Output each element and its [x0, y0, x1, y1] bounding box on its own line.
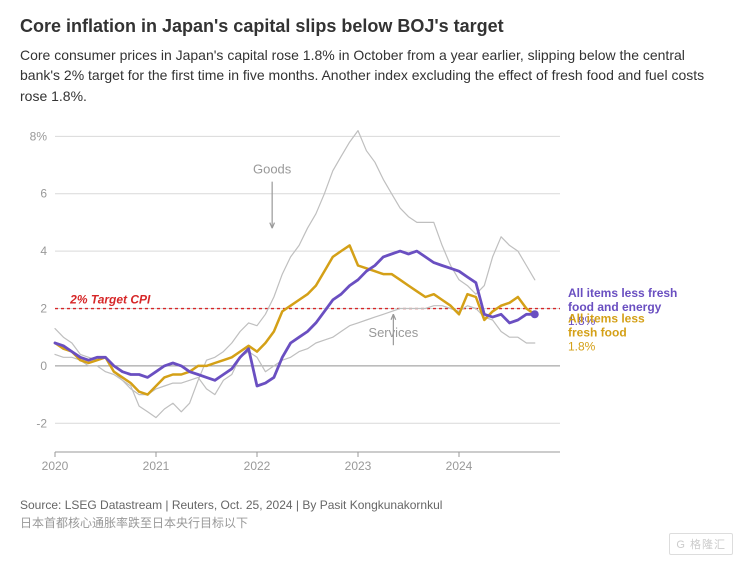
svg-text:8%: 8% [30, 129, 48, 143]
svg-text:Services: Services [368, 325, 418, 340]
line-chart: -2 0 2 4 6 8% 2020 2021 2022 2023 2024 2% Target CP… [20, 112, 720, 492]
svg-text:All items less: All items less [568, 311, 645, 325]
svg-text:2022: 2022 [244, 459, 271, 473]
svg-text:2: 2 [40, 301, 47, 315]
svg-text:All items less fresh: All items less fresh [568, 286, 677, 300]
svg-text:2024: 2024 [446, 459, 473, 473]
svg-text:fresh food: fresh food [568, 325, 627, 339]
svg-text:2020: 2020 [42, 459, 69, 473]
chart-title: Core inflation in Japan's capital slips … [20, 16, 719, 37]
svg-text:2% Target CPI: 2% Target CPI [69, 292, 151, 306]
source-line: Source: LSEG Datastream | Reuters, Oct. … [20, 498, 719, 512]
chart-subtitle: Core consumer prices in Japan's capital … [20, 45, 719, 106]
svg-text:2021: 2021 [143, 459, 170, 473]
svg-text:-2: -2 [36, 416, 47, 430]
cjk-caption: 日本首都核心通胀率跌至日本央行目标以下 [20, 514, 719, 531]
svg-text:6: 6 [40, 187, 47, 201]
svg-text:0: 0 [40, 359, 47, 373]
svg-text:4: 4 [40, 244, 47, 258]
watermark: G 格隆汇 [669, 533, 733, 555]
svg-text:1.8%: 1.8% [568, 339, 596, 353]
svg-text:2023: 2023 [345, 459, 372, 473]
chart-container: -2 0 2 4 6 8% 2020 2021 2022 2023 2024 2% Target CP… [20, 112, 720, 492]
svg-text:Goods: Goods [253, 162, 292, 177]
